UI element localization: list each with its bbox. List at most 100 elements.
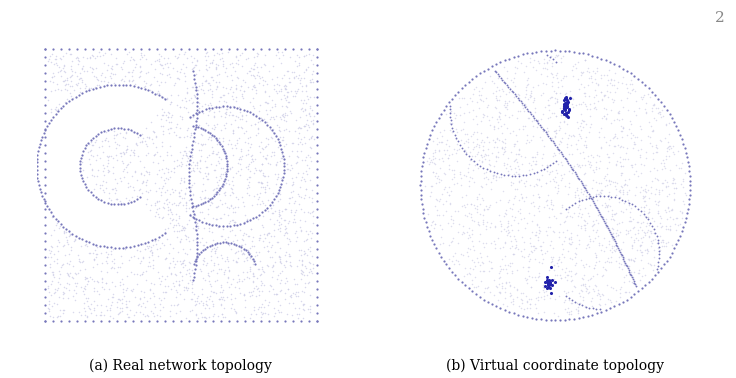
Point	[500, 91, 512, 97]
Point	[215, 294, 227, 300]
Point	[305, 306, 316, 312]
Point	[467, 217, 478, 223]
Point	[43, 56, 54, 62]
Point	[466, 227, 478, 233]
Point	[572, 222, 584, 228]
Point	[209, 248, 221, 254]
Point	[134, 132, 146, 138]
Point	[53, 225, 65, 231]
Point	[652, 240, 664, 246]
Point	[180, 285, 192, 291]
Point	[116, 296, 128, 302]
Point	[225, 246, 237, 252]
Point	[118, 57, 130, 64]
Point	[573, 210, 585, 216]
Point	[235, 124, 247, 130]
Point	[191, 250, 202, 256]
Point	[615, 170, 627, 176]
Point	[102, 127, 114, 133]
Point	[243, 289, 255, 295]
Point	[514, 305, 526, 311]
Point	[199, 255, 210, 261]
Point	[82, 87, 94, 93]
Point	[275, 221, 287, 227]
Point	[623, 269, 635, 275]
Point	[481, 219, 493, 225]
Point	[272, 192, 283, 198]
Point	[422, 211, 434, 217]
Point	[677, 176, 689, 182]
Point	[192, 202, 204, 208]
Point	[573, 132, 585, 138]
Point	[247, 215, 259, 222]
Point	[294, 139, 306, 145]
Point	[276, 112, 288, 118]
Point	[96, 279, 107, 285]
Point	[178, 257, 190, 263]
Point	[528, 116, 540, 122]
Point	[603, 158, 615, 164]
Point	[180, 232, 191, 238]
Point	[171, 121, 183, 127]
Point	[584, 158, 596, 164]
Point	[589, 262, 601, 268]
Point	[583, 212, 595, 218]
Point	[261, 119, 272, 125]
Point	[617, 125, 629, 132]
Point	[208, 245, 220, 251]
Point	[290, 90, 302, 96]
Point	[129, 64, 141, 70]
Point	[589, 169, 601, 175]
Point	[587, 186, 598, 192]
Point	[591, 227, 603, 233]
Point	[104, 73, 116, 79]
Point	[127, 149, 139, 155]
Point	[442, 155, 453, 161]
Point	[292, 289, 304, 295]
Point	[214, 288, 226, 294]
Point	[602, 94, 614, 100]
Point	[604, 227, 615, 233]
Point	[521, 305, 533, 311]
Point	[643, 206, 655, 212]
Point	[83, 239, 95, 245]
Point	[630, 184, 642, 190]
Point	[162, 108, 174, 115]
Point	[277, 170, 289, 176]
Point	[484, 289, 495, 295]
Point	[506, 270, 518, 276]
Point	[456, 96, 468, 102]
Point	[629, 237, 640, 243]
Point	[598, 71, 610, 77]
Point	[201, 260, 213, 266]
Point	[140, 141, 152, 147]
Point	[620, 262, 632, 268]
Point	[252, 64, 263, 70]
Point	[140, 268, 152, 274]
Point	[46, 244, 57, 250]
Point	[517, 122, 528, 129]
Point	[160, 255, 171, 261]
Point	[171, 163, 183, 169]
Point	[269, 103, 281, 109]
Point	[272, 239, 283, 245]
Point	[208, 122, 219, 128]
Point	[213, 79, 224, 85]
Point	[144, 248, 156, 254]
Point	[628, 239, 640, 245]
Point	[124, 57, 136, 63]
Point	[230, 259, 241, 265]
Point	[254, 232, 266, 238]
Point	[643, 195, 654, 201]
Point	[640, 193, 651, 199]
Point	[283, 68, 294, 74]
Point	[449, 132, 461, 138]
Point	[178, 287, 190, 293]
Point	[297, 108, 308, 114]
Point	[202, 80, 214, 86]
Point	[534, 203, 545, 209]
Point	[187, 99, 199, 105]
Point	[262, 263, 274, 270]
Point	[456, 279, 467, 285]
Point	[461, 245, 473, 251]
